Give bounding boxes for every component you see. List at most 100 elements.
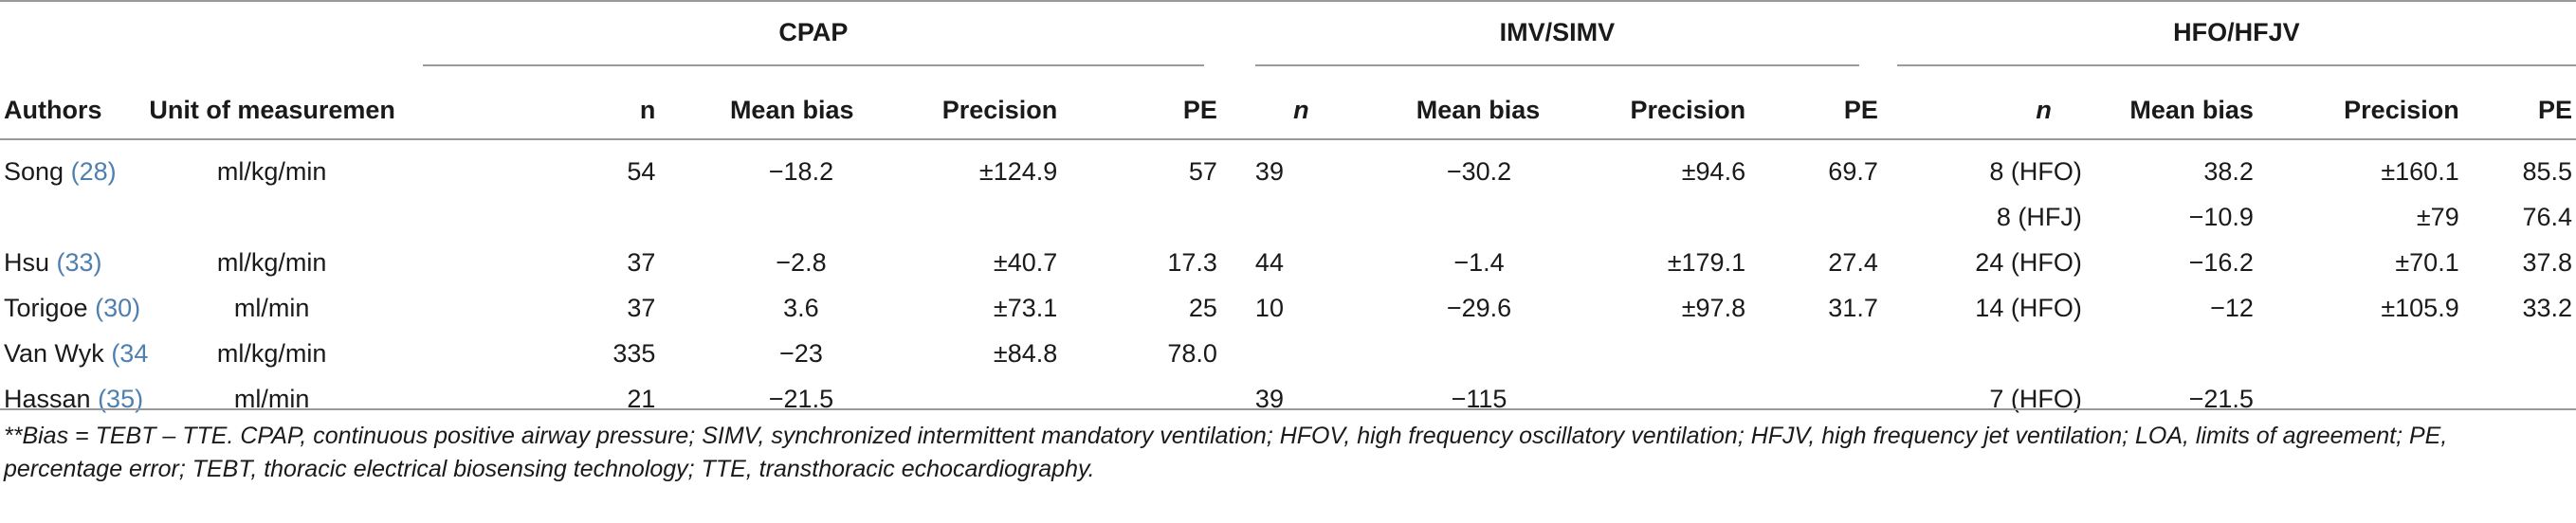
table-row: Hassan (35) ml/min 21 −21.5 39 −115 7 (HFO) −21… (0, 377, 2576, 423)
column-header-cpap-bias: Mean bias (729, 95, 854, 124)
author-reference-link[interactable]: (28) (70, 157, 117, 186)
author-name: Van Wyk (4, 339, 104, 368)
column-header-imv-pe: PE (1843, 95, 1878, 124)
cell-imv-bias (1380, 332, 1541, 377)
column-header-hfo-pe: PE (2537, 95, 2572, 124)
group-header-hfo: HFO/HFJV (1896, 18, 2576, 66)
cell-imv-pe (1753, 377, 1897, 423)
cell-cpap-pe: 25 (1188, 294, 1217, 322)
cell-hfo-precision: ±105.9 (2381, 294, 2459, 322)
group-header: IMV/SIMV (1236, 1, 1897, 81)
column-header-authors: Authors (4, 95, 102, 124)
cell-imv-precision (1540, 332, 1753, 377)
group-header-cpap: CPAP (422, 18, 1204, 66)
cell-cpap-n: 335 (612, 339, 656, 368)
cell-hfo-pe (2480, 332, 2576, 377)
cell-hfo-n: 14 (HFO) (1975, 294, 2082, 322)
cell-imv-n (1236, 332, 1380, 377)
cell-cpap-bias: −23 (779, 339, 823, 368)
cell-cpap-pe (1076, 195, 1236, 241)
table-row: 8 (HFJ) −10.9 ±79 76.4 (0, 195, 2576, 241)
cell-cpap-pe: 57 (1188, 157, 1217, 186)
cell-cpap-precision: ±40.7 (993, 248, 1058, 277)
data-table-container: CPAP IMV/SIMV HFO/HFJV Authors Unit of m… (0, 1, 2576, 423)
cell-imv-bias (1380, 195, 1541, 241)
table-row: Song (28) ml/kg/min 54 −18.2 ±124.9 57 39 −30.2… (0, 139, 2576, 195)
cell-hfo-precision: ±160.1 (2381, 157, 2459, 186)
author-reference-link[interactable]: (34) (111, 339, 149, 368)
cell-imv-pe: 27.4 (1828, 248, 1878, 277)
group-header: CPAP (394, 1, 1236, 81)
cell-author: Hassan (35) (0, 377, 149, 423)
cell-unit: ml/min (233, 385, 310, 413)
cell-imv-n (1236, 195, 1380, 241)
cell-author: Hsu (33) (0, 241, 149, 286)
cell-hfo-bias: 38.2 (2203, 157, 2254, 186)
cell-imv-bias: −1.4 (1453, 248, 1505, 277)
author-reference-link[interactable]: (33) (56, 248, 102, 277)
cell-cpap-pe: 78.0 (1167, 339, 1217, 368)
cell-hfo-pe: 85.5 (2522, 157, 2572, 186)
cell-unit: ml/kg/min (216, 339, 327, 368)
cell-cpap-pe (1076, 377, 1236, 423)
table-row: Hsu (33) ml/kg/min 37 −2.8 ±40.7 17.3 44 −1.4 ±1… (0, 241, 2576, 286)
comparison-table: CPAP IMV/SIMV HFO/HFJV Authors Unit of m… (0, 1, 2576, 423)
column-header-row: Authors Unit of measurement n Mean bias … (0, 81, 2576, 139)
cell-imv-pe: 31.7 (1828, 294, 1878, 322)
cell-hfo-pe: 76.4 (2522, 203, 2572, 231)
cell-hfo-pe: 37.8 (2522, 248, 2572, 277)
cell-hfo-precision: ±79 (2416, 203, 2459, 231)
column-header-imv-bias: Mean bias (1416, 95, 1541, 124)
cell-imv-n: 44 (1254, 248, 1284, 277)
cell-cpap-pe: 17.3 (1167, 248, 1217, 277)
column-header-imv-precision: Precision (1630, 95, 1746, 124)
cell-hfo-n: 8 (HFO) (1989, 157, 2082, 186)
cell-author: Torigoe (30) (0, 286, 149, 332)
cell-unit: ml/min (233, 294, 310, 322)
cell-imv-bias: −30.2 (1446, 157, 1512, 186)
cell-cpap-precision: ±124.9 (978, 157, 1058, 186)
cell-hfo-precision (2267, 332, 2480, 377)
cell-hfo-precision (2267, 377, 2480, 423)
table-bottom-rule (0, 408, 2576, 410)
cell-imv-precision (1540, 377, 1753, 423)
cell-imv-precision: ±97.8 (1681, 294, 1746, 322)
column-header-cpap-n: n (639, 95, 656, 124)
cell-unit: ml/kg/min (216, 157, 327, 186)
cell-hfo-bias: −12 (2210, 294, 2254, 322)
author-name: Torigoe (4, 294, 88, 322)
cell-hfo-n: 7 (HFO) (1989, 385, 2082, 413)
cell-imv-bias: −115 (1451, 385, 1507, 413)
cell-imv-precision (1540, 195, 1753, 241)
column-header-cpap-precision: Precision (941, 95, 1058, 124)
cell-author (0, 195, 149, 241)
cell-imv-bias: −29.6 (1446, 294, 1512, 322)
cell-cpap-bias: 3.6 (783, 294, 819, 322)
column-header-hfo-bias: Mean bias (2129, 95, 2254, 124)
author-reference-link[interactable]: (30) (95, 294, 141, 322)
table-footnote: **Bias = TEBT – TTE. CPAP, continuous po… (4, 423, 2448, 482)
table-body: Song (28) ml/kg/min 54 −18.2 ±124.9 57 39 −30.2… (0, 139, 2576, 423)
cell-hfo-bias: −16.2 (2188, 248, 2254, 277)
cell-cpap-n: 21 (627, 385, 656, 413)
column-header-hfo-n: n (2036, 95, 2052, 124)
author-name: Song (4, 157, 64, 186)
cell-cpap-precision: ±84.8 (993, 339, 1058, 368)
table-row: Van Wyk (34) ml/kg/min 335 −23 ±84.8 78.0 (0, 332, 2576, 377)
cell-cpap-n: 54 (627, 157, 656, 186)
cell-imv-n: 39 (1254, 157, 1284, 186)
cell-unit (149, 195, 394, 241)
cell-cpap-n (394, 195, 683, 241)
cell-hfo-bias (2086, 332, 2267, 377)
cell-imv-n: 10 (1254, 294, 1284, 322)
author-name: Hsu (4, 248, 50, 277)
cell-unit: ml/kg/min (216, 248, 327, 277)
cell-cpap-bias (682, 195, 863, 241)
cell-imv-pe (1753, 195, 1897, 241)
column-header-hfo-precision: Precision (2344, 95, 2459, 124)
column-header-imv-n: n (1293, 95, 1309, 124)
cell-cpap-n: 37 (627, 294, 656, 322)
cell-cpap-bias: −18.2 (768, 157, 834, 186)
group-header: HFO/HFJV (1896, 1, 2576, 81)
cell-imv-precision: ±94.6 (1681, 157, 1746, 186)
